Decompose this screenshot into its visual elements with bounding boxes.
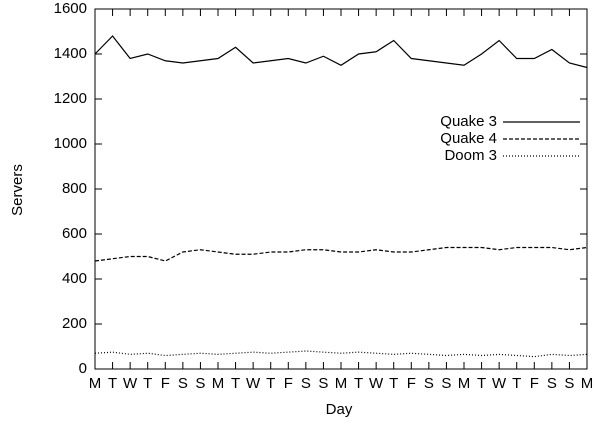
x-tick-label: T (389, 375, 398, 392)
x-tick-label: S (178, 375, 188, 392)
x-tick-label: S (318, 375, 328, 392)
y-tick-label: 1600 (54, 0, 87, 17)
x-tick-label: W (369, 375, 384, 392)
series-line (94, 350, 588, 358)
y-tick-label: 800 (62, 180, 87, 197)
x-tick-label: S (424, 375, 434, 392)
y-tick-label: 200 (62, 315, 87, 332)
x-tick-label: W (123, 375, 138, 392)
x-tick-label: M (458, 375, 471, 392)
x-tick-label: S (441, 375, 451, 392)
legend-label: Doom 3 (444, 147, 497, 164)
x-tick-label: F (407, 375, 416, 392)
x-tick-label: T (266, 375, 275, 392)
legend-label: Quake 4 (440, 130, 497, 147)
x-tick-label: S (564, 375, 574, 392)
x-tick-label: T (108, 375, 117, 392)
legend-label: Quake 3 (440, 113, 497, 130)
y-tick-label: 1200 (54, 90, 87, 107)
y-tick-label: 400 (62, 270, 87, 287)
x-tick-label: T (477, 375, 486, 392)
series-line (94, 246, 588, 262)
y-tick-label: 1000 (54, 135, 87, 152)
x-tick-label: F (530, 375, 539, 392)
x-tick-label: T (354, 375, 363, 392)
y-tick-label: 600 (62, 225, 87, 242)
x-axis-label: Day (326, 401, 353, 418)
x-tick-label: F (161, 375, 170, 392)
y-axis-label: Servers (9, 164, 26, 216)
x-tick-label: S (195, 375, 205, 392)
plot-frame (94, 8, 588, 370)
x-tick-label: S (301, 375, 311, 392)
x-tick-label: W (492, 375, 507, 392)
y-tick-label: 1400 (54, 45, 87, 62)
x-tick-label: M (89, 375, 102, 392)
x-tick-label: S (547, 375, 557, 392)
series-line (94, 35, 588, 69)
x-tick-label: W (246, 375, 261, 392)
x-tick-label: T (231, 375, 240, 392)
x-tick-label: M (335, 375, 348, 392)
y-tick-label: 0 (79, 360, 87, 377)
x-tick-label: T (143, 375, 152, 392)
x-tick-label: T (512, 375, 521, 392)
x-tick-label: F (284, 375, 293, 392)
x-tick-label: M (581, 375, 594, 392)
x-tick-label: M (212, 375, 225, 392)
